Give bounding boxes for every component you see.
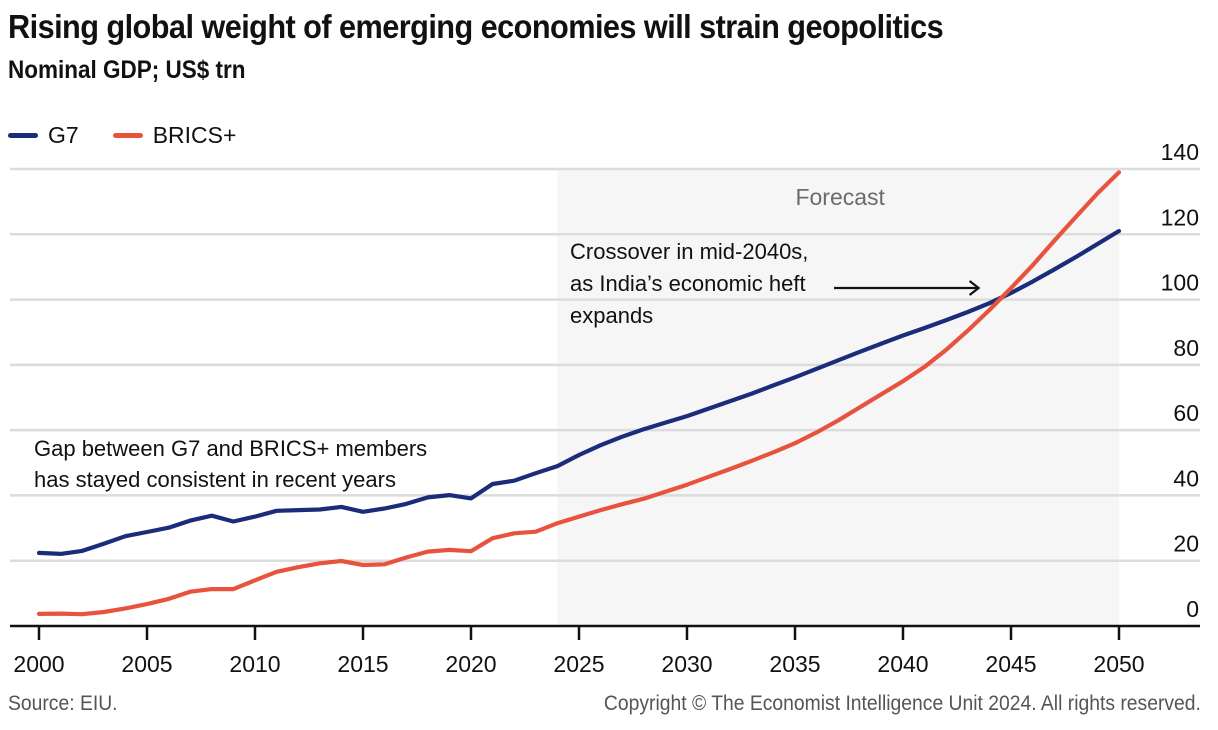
forecast-region [557, 169, 1119, 626]
y-tick-label: 140 [1161, 139, 1199, 165]
x-tick-label: 2050 [1093, 651, 1144, 677]
x-tick-label: 2000 [13, 651, 64, 677]
x-tick-label: 2015 [337, 651, 388, 677]
legend-item-g7: G7 [8, 122, 79, 149]
source-note: Source: EIU. [8, 692, 118, 715]
legend-swatch-g7 [8, 133, 38, 138]
series-line-g7 [36, 228, 1122, 557]
forecast-label: Forecast [795, 184, 885, 210]
legend-swatch-brics [112, 133, 143, 138]
y-tick-label: 40 [1173, 465, 1199, 491]
x-tick-label: 2010 [229, 651, 280, 677]
y-tick-label: 100 [1161, 270, 1199, 296]
x-tick-label: 2030 [661, 651, 712, 677]
series-line-brics [36, 170, 1122, 617]
chart-title: Rising global weight of emerging economi… [8, 8, 944, 45]
x-tick-label: 2040 [877, 651, 928, 677]
x-tick-label: 2035 [769, 651, 820, 677]
x-tick-label: 2025 [553, 651, 604, 677]
arrow-head-icon [968, 280, 981, 296]
y-tick-label: 80 [1173, 335, 1199, 361]
copyright-note: Copyright © The Economist Intelligence U… [603, 692, 1201, 715]
y-tick-label: 60 [1173, 400, 1199, 426]
x-tick-label: 2045 [985, 651, 1036, 677]
legend-label-g7: G7 [48, 122, 79, 148]
y-tick-label: 20 [1173, 531, 1199, 557]
chart-subtitle: Nominal GDP; US$ trn [8, 56, 246, 84]
legend-label-brics: BRICS+ [152, 122, 237, 148]
annotation-crossover-text: as India’s economic heft [570, 271, 806, 296]
x-tick-label: 2020 [445, 651, 496, 677]
annotation-gap-text: Gap between G7 and BRICS+ members [34, 436, 427, 461]
x-tick-label: 2005 [121, 651, 172, 677]
legend-item-brics: BRICS+ [112, 122, 237, 149]
y-tick-label: 0 [1186, 596, 1199, 622]
legend: G7 BRICS+ [8, 122, 270, 149]
y-tick-label: 120 [1161, 204, 1199, 230]
annotation-crossover-text: Crossover in mid-2040s, [570, 239, 808, 264]
annotation-gap-text: has stayed consistent in recent years [34, 467, 396, 492]
annotation-crossover-text: expands [570, 303, 653, 328]
